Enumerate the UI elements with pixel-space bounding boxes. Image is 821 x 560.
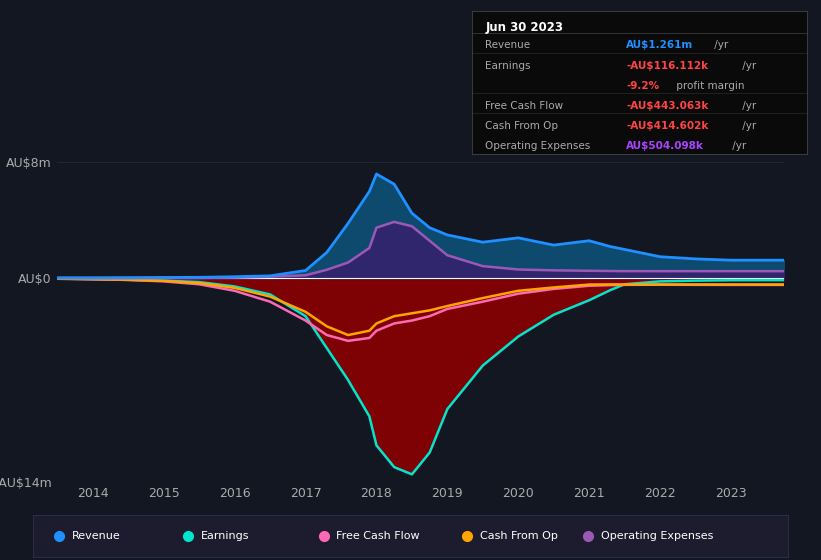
Text: /yr: /yr xyxy=(710,40,728,50)
Text: /yr: /yr xyxy=(729,141,746,151)
Text: Cash From Op: Cash From Op xyxy=(480,531,557,541)
Text: Free Cash Flow: Free Cash Flow xyxy=(485,101,563,111)
Text: /yr: /yr xyxy=(739,61,756,71)
Text: AU$1.261m: AU$1.261m xyxy=(626,40,694,50)
Text: -9.2%: -9.2% xyxy=(626,81,659,91)
Text: Revenue: Revenue xyxy=(485,40,530,50)
Text: AU$504.098k: AU$504.098k xyxy=(626,141,704,151)
Text: Cash From Op: Cash From Op xyxy=(485,121,558,131)
Text: /yr: /yr xyxy=(739,121,756,131)
Text: Revenue: Revenue xyxy=(72,531,121,541)
Text: Jun 30 2023: Jun 30 2023 xyxy=(485,21,563,34)
Text: /yr: /yr xyxy=(739,101,756,111)
Text: Free Cash Flow: Free Cash Flow xyxy=(337,531,420,541)
Text: profit margin: profit margin xyxy=(673,81,745,91)
Text: Operating Expenses: Operating Expenses xyxy=(485,141,591,151)
Text: Earnings: Earnings xyxy=(485,61,531,71)
Text: Earnings: Earnings xyxy=(200,531,249,541)
Text: Operating Expenses: Operating Expenses xyxy=(601,531,713,541)
Text: -AU$443.063k: -AU$443.063k xyxy=(626,101,709,111)
Text: -AU$116.112k: -AU$116.112k xyxy=(626,61,709,71)
Text: -AU$414.602k: -AU$414.602k xyxy=(626,121,709,131)
